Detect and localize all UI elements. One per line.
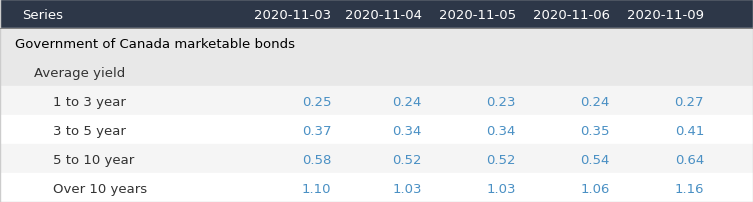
Text: 0.52: 0.52 xyxy=(486,154,516,167)
Text: 1.06: 1.06 xyxy=(581,183,610,196)
Text: 0.54: 0.54 xyxy=(581,154,610,167)
Bar xyxy=(0,87,753,115)
Bar xyxy=(0,144,753,173)
Text: 0.23: 0.23 xyxy=(486,96,516,109)
Text: 0.24: 0.24 xyxy=(581,96,610,109)
Text: 2020-11-06: 2020-11-06 xyxy=(533,9,610,22)
Text: 1.03: 1.03 xyxy=(486,183,516,196)
Text: 0.34: 0.34 xyxy=(486,125,516,138)
Text: 3 to 5 year: 3 to 5 year xyxy=(53,125,126,138)
Text: 1 to 3 year: 1 to 3 year xyxy=(53,96,126,109)
Text: 0.24: 0.24 xyxy=(392,96,422,109)
Text: 2020-11-04: 2020-11-04 xyxy=(345,9,422,22)
Text: 2020-11-05: 2020-11-05 xyxy=(439,9,516,22)
Text: 1.16: 1.16 xyxy=(675,183,704,196)
Text: 0.64: 0.64 xyxy=(675,154,704,167)
Text: 0.37: 0.37 xyxy=(302,125,331,138)
Text: 5 to 10 year: 5 to 10 year xyxy=(53,154,134,167)
Bar xyxy=(0,173,753,202)
Text: 1.10: 1.10 xyxy=(302,183,331,196)
Text: Government of Canada marketable bonds: Government of Canada marketable bonds xyxy=(15,38,295,51)
Text: 2020-11-03: 2020-11-03 xyxy=(255,9,331,22)
Text: Average yield: Average yield xyxy=(34,67,125,80)
Text: 0.27: 0.27 xyxy=(675,96,704,109)
Bar xyxy=(0,29,753,58)
Bar xyxy=(0,0,753,29)
Text: 2020-11-09: 2020-11-09 xyxy=(627,9,704,22)
Text: 0.52: 0.52 xyxy=(392,154,422,167)
Bar xyxy=(0,58,753,87)
Text: 0.58: 0.58 xyxy=(302,154,331,167)
Text: Series: Series xyxy=(23,9,63,22)
Text: 0.41: 0.41 xyxy=(675,125,704,138)
Text: 1.03: 1.03 xyxy=(392,183,422,196)
Text: 0.34: 0.34 xyxy=(392,125,422,138)
Bar xyxy=(0,115,753,144)
Text: Over 10 years: Over 10 years xyxy=(53,183,147,196)
Text: 0.25: 0.25 xyxy=(302,96,331,109)
Text: 0.35: 0.35 xyxy=(581,125,610,138)
